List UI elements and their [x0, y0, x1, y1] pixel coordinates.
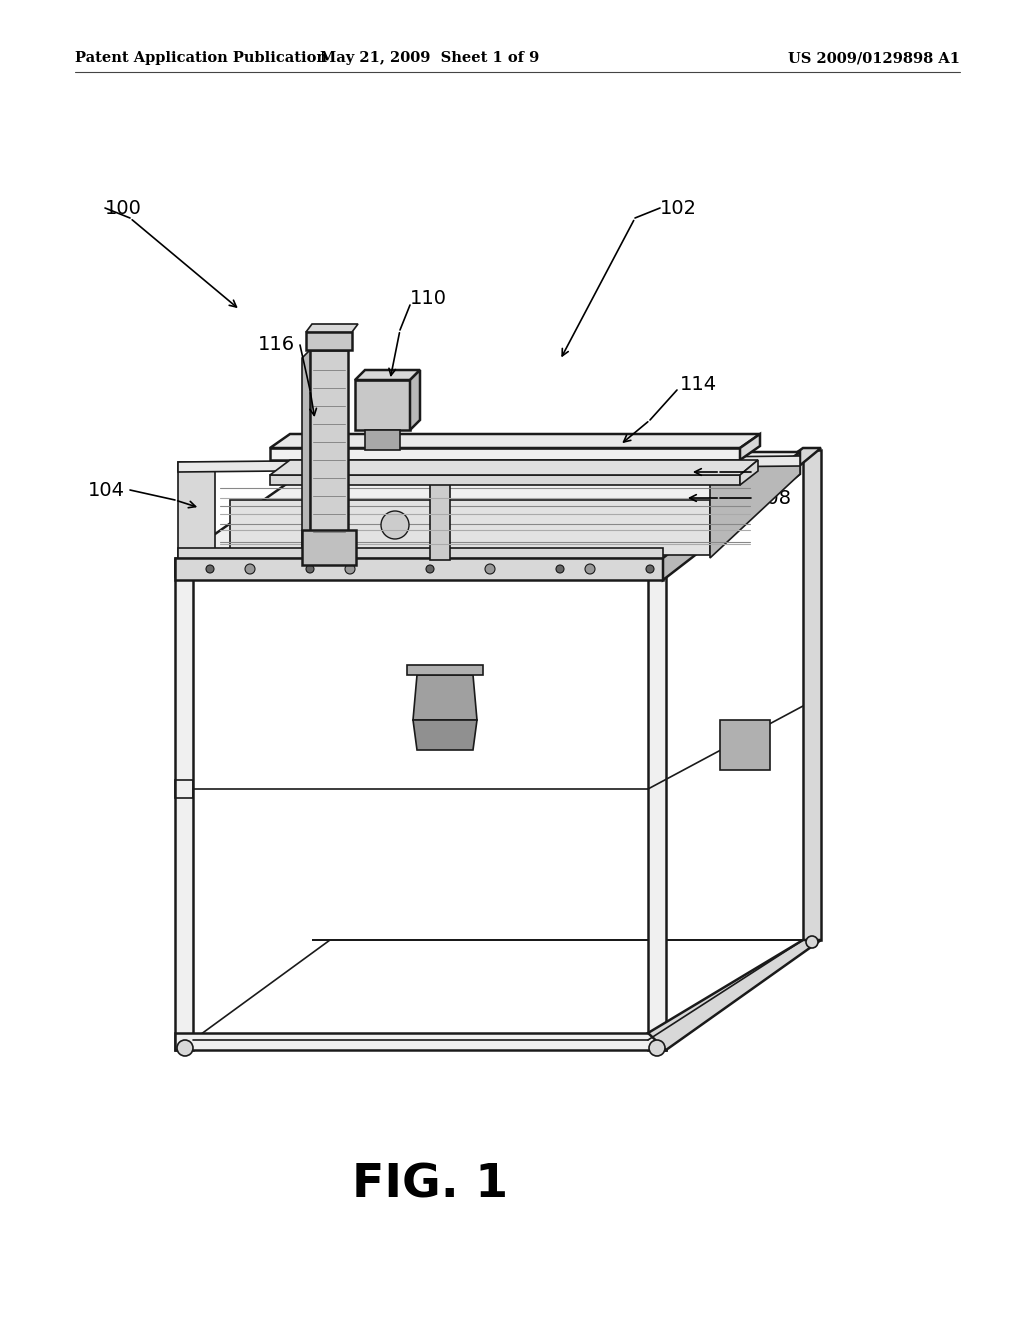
Polygon shape [720, 719, 770, 770]
Text: 102: 102 [660, 198, 697, 218]
Polygon shape [178, 548, 663, 558]
Polygon shape [648, 940, 821, 1049]
Polygon shape [175, 558, 666, 576]
Polygon shape [648, 447, 821, 576]
Circle shape [381, 511, 409, 539]
Polygon shape [430, 450, 450, 560]
Polygon shape [310, 350, 348, 540]
Text: 104: 104 [88, 480, 125, 499]
Polygon shape [178, 455, 800, 473]
Circle shape [585, 564, 595, 574]
Polygon shape [740, 434, 760, 459]
Polygon shape [175, 558, 663, 579]
Circle shape [556, 565, 564, 573]
Text: 110: 110 [410, 289, 447, 308]
Text: Patent Application Publication: Patent Application Publication [75, 51, 327, 65]
Polygon shape [413, 719, 477, 750]
Polygon shape [175, 1034, 666, 1049]
Circle shape [177, 1040, 193, 1056]
Polygon shape [312, 450, 330, 576]
Polygon shape [306, 333, 352, 350]
Polygon shape [270, 459, 758, 475]
Circle shape [485, 564, 495, 574]
Circle shape [806, 936, 818, 948]
Polygon shape [175, 560, 193, 1049]
Text: 106: 106 [755, 462, 792, 482]
Text: 108: 108 [755, 488, 792, 507]
Polygon shape [710, 455, 800, 558]
Polygon shape [803, 450, 821, 940]
Circle shape [649, 1040, 665, 1056]
Circle shape [426, 565, 434, 573]
Polygon shape [270, 475, 740, 484]
Polygon shape [355, 380, 410, 430]
Text: May 21, 2009  Sheet 1 of 9: May 21, 2009 Sheet 1 of 9 [321, 51, 540, 65]
Circle shape [345, 564, 355, 574]
Polygon shape [355, 370, 420, 380]
Circle shape [306, 565, 314, 573]
Text: 100: 100 [105, 198, 142, 218]
Circle shape [206, 565, 214, 573]
Polygon shape [270, 447, 740, 459]
Polygon shape [740, 459, 758, 484]
Polygon shape [310, 450, 345, 560]
Polygon shape [178, 462, 215, 558]
Polygon shape [648, 560, 666, 1049]
Polygon shape [663, 451, 800, 579]
Polygon shape [302, 350, 310, 548]
Polygon shape [270, 434, 760, 447]
Polygon shape [407, 665, 483, 675]
Circle shape [646, 565, 654, 573]
Text: 116: 116 [258, 335, 295, 355]
Polygon shape [413, 675, 477, 719]
Text: US 2009/0129898 A1: US 2009/0129898 A1 [788, 51, 961, 65]
Polygon shape [410, 370, 420, 430]
Text: 114: 114 [680, 375, 717, 395]
Polygon shape [302, 531, 356, 565]
Polygon shape [178, 451, 800, 560]
Polygon shape [230, 500, 710, 554]
Text: FIG. 1: FIG. 1 [352, 1163, 508, 1208]
Polygon shape [306, 323, 358, 333]
Polygon shape [365, 430, 400, 450]
Circle shape [245, 564, 255, 574]
